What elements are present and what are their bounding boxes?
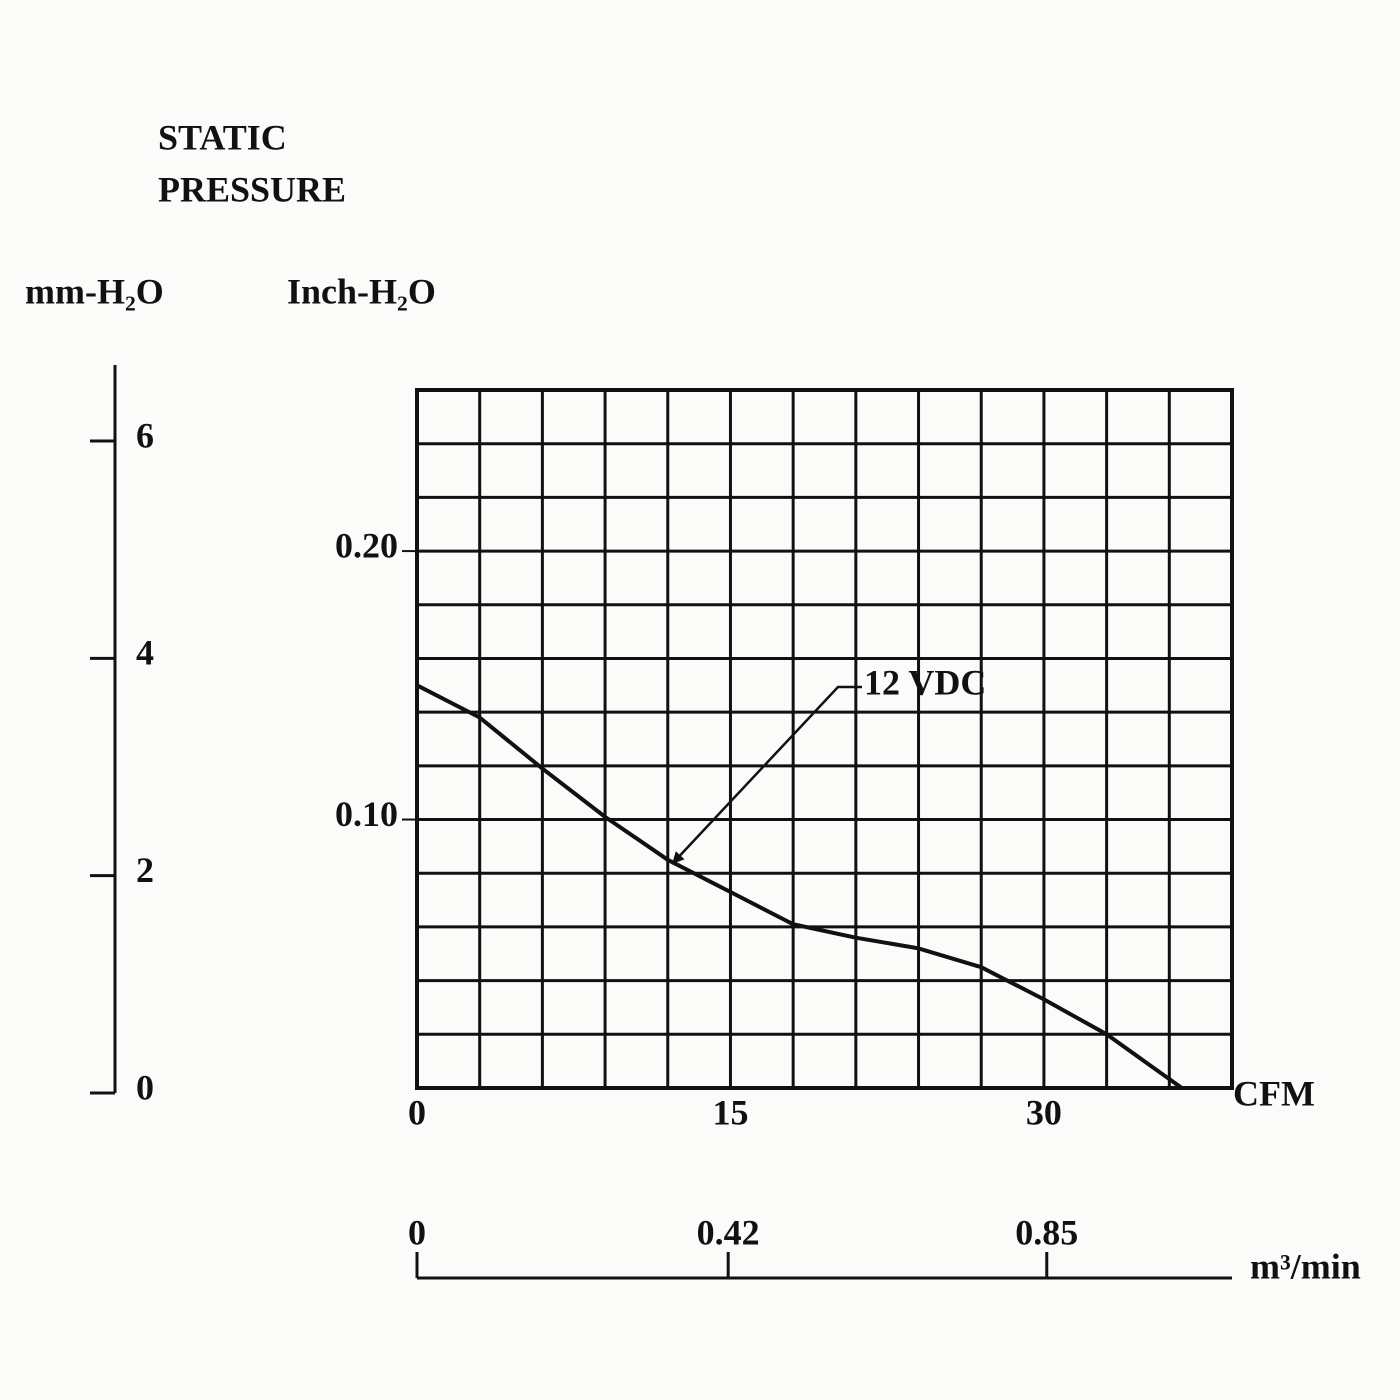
- x-axis-label: CFM: [1233, 1073, 1315, 1113]
- x-tick-label: 15: [712, 1092, 748, 1132]
- plot-frame: [415, 388, 1234, 1090]
- x2-tick-label: 0: [408, 1212, 426, 1252]
- x2-tick-label: 0.85: [1015, 1212, 1078, 1252]
- y2-tick-label: 2: [136, 850, 154, 890]
- y2-axis-label: mm-H₂O: [25, 271, 164, 311]
- x2-tick-label: 0.42: [697, 1212, 760, 1252]
- y2-tick-label: 4: [136, 633, 154, 673]
- y-tick-label: 0.10: [335, 794, 398, 834]
- title-line: PRESSURE: [158, 169, 346, 209]
- curve: [416, 683, 1184, 1090]
- y2-tick-label: 0: [136, 1067, 154, 1107]
- annotation-arrow: [671, 685, 862, 865]
- x2-axis-label: m³/min: [1250, 1246, 1361, 1286]
- y-axis-label: Inch-H₂O: [287, 271, 436, 311]
- x-tick-label: 0: [408, 1092, 426, 1132]
- annotation: 12 VDC: [864, 662, 986, 702]
- x-tick-label: 30: [1026, 1092, 1062, 1132]
- y-tick-label: 0.20: [335, 525, 398, 565]
- title-line: STATIC: [158, 117, 287, 157]
- y2-tick-label: 6: [136, 415, 154, 455]
